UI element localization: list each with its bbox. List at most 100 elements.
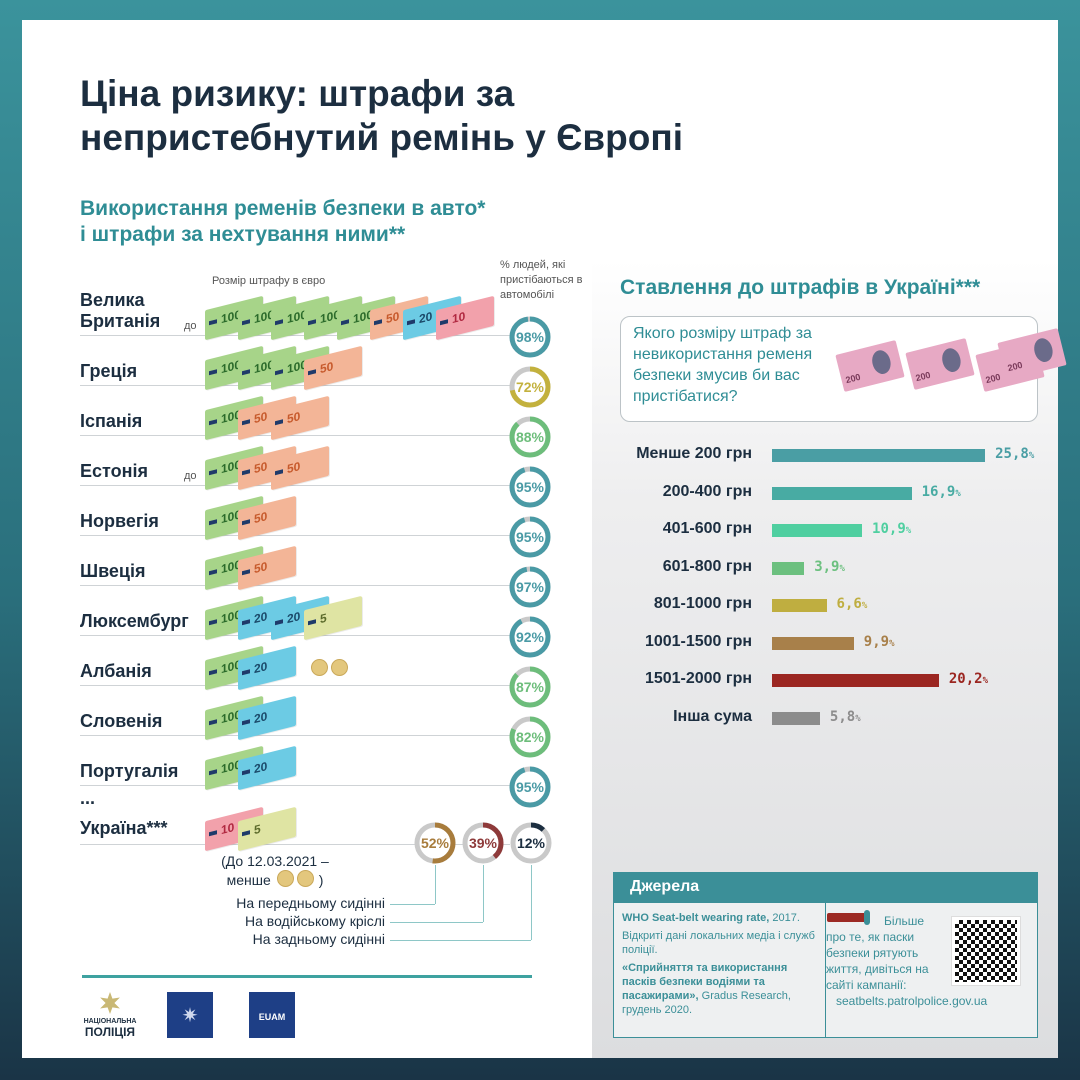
bar-value: 6,6% — [836, 596, 868, 612]
bar-value-text: 16,9 — [921, 483, 956, 500]
row-line — [80, 485, 510, 486]
qr-code[interactable] — [951, 916, 1021, 986]
row-line — [80, 435, 510, 436]
country-name: Іспанія — [80, 411, 143, 431]
row-line — [80, 385, 510, 386]
upto-label: до — [184, 320, 197, 332]
fine-header: Розмір штрафу в євро — [212, 275, 326, 287]
pct-label: 95% — [515, 779, 545, 795]
bar — [772, 674, 939, 687]
donut-ring — [509, 616, 551, 658]
country-name: Естонія — [80, 461, 148, 481]
euro-coin-icon — [297, 870, 314, 887]
leader-line — [531, 865, 532, 940]
source-item: Відкриті дані локальних медіа і служб по… — [622, 929, 819, 957]
star-icon: ✷ — [181, 1004, 199, 1027]
bar-value-text: 5,8 — [829, 708, 856, 725]
pct-donut: 39% — [461, 821, 505, 865]
country-name: Люксембург — [80, 611, 189, 631]
pct-label: 97% — [515, 579, 545, 595]
source-item: WHO Seat-belt wearing rate, 2017. — [622, 911, 819, 925]
euro-coin-icon — [277, 870, 294, 887]
ukraine-note: (До 12.03.2021 – менше ) — [210, 852, 340, 890]
row-line — [80, 585, 510, 586]
subtitle-line2: і штрафи за нехтування ними** — [80, 223, 406, 246]
pct-donut: 72% — [508, 365, 552, 409]
pct-donut: 87% — [508, 665, 552, 709]
donut-ring — [414, 822, 456, 864]
leader-line — [483, 865, 484, 922]
sources-list: WHO Seat-belt wearing rate, 2017. Відкрит… — [614, 903, 826, 1037]
pct-header: % людей, які пристібаються в автомобілі — [500, 259, 583, 301]
pct-donut: 92% — [508, 615, 552, 659]
bar-value-text: 6,6 — [836, 596, 862, 612]
left-subtitle: Використання ременів безпеки в авто* і ш… — [80, 196, 485, 248]
bar — [772, 636, 854, 650]
bar-value: 25,8% — [995, 446, 1035, 462]
country-name: Албанія — [80, 661, 152, 681]
row-line — [80, 635, 510, 636]
donut-ring — [509, 466, 551, 508]
row-line — [80, 844, 510, 845]
campaign-link[interactable]: seatbelts.patrolpolice.gov.ua — [836, 994, 988, 1008]
pct-label: 82% — [515, 729, 545, 745]
pct-donut: 82% — [508, 715, 552, 759]
bar-value: 3,9% — [814, 558, 845, 575]
country-name: Україна*** — [80, 818, 168, 838]
source-detail: Gradus Research, грудень 2020. — [622, 990, 791, 1016]
seat-label: На передньому сидінні — [236, 895, 385, 911]
country-name: Словенія — [80, 711, 163, 731]
source-item: «Сприйняття та використання пасків безпе… — [622, 961, 819, 1017]
logo-euam: EUAM — [249, 992, 295, 1038]
donut-ring — [509, 316, 551, 358]
bar — [772, 599, 827, 612]
seatbelt-icon — [827, 910, 870, 925]
country-name: Велика Британія — [80, 290, 161, 331]
bar-value-text: 20,2 — [948, 671, 983, 687]
pct-donut: 95% — [508, 465, 552, 509]
logo-text: НАЦІОНАЛЬНА — [83, 1018, 137, 1025]
survey-question: Якого розміру штраф за невикористання ре… — [633, 325, 813, 405]
leader-line — [390, 940, 531, 941]
source-title: WHO Seat-belt wearing rate, — [622, 912, 770, 924]
row-line — [80, 535, 510, 536]
sources-header: Джерела — [614, 873, 1037, 903]
bar — [772, 449, 986, 462]
seat-label: На задньому сидінні — [252, 931, 385, 947]
donut-ring — [509, 666, 551, 708]
question-box: Якого розміру штраф за невикористання ре… — [620, 316, 1067, 422]
pct-donut: 88% — [508, 415, 552, 459]
logo-text: ПОЛІЦІЯ — [84, 1025, 136, 1039]
donut-ring — [510, 822, 552, 864]
banknote-value: 200 — [914, 369, 932, 384]
subtitle-line1: Використання ременів безпеки в авто* — [80, 197, 486, 220]
source-detail: 2017. — [769, 912, 800, 924]
pct-label: 95% — [515, 479, 545, 495]
pct-label: 95% — [515, 529, 545, 545]
donut-ring — [462, 822, 504, 864]
bar-value: 9,9% — [863, 633, 895, 650]
pct-donut: 97% — [508, 565, 552, 609]
source-title: «Сприйняття та використання пасків безпе… — [622, 962, 788, 1002]
bar-value: 16,9% — [921, 483, 961, 500]
bar-label: 801-1000 грн — [653, 595, 752, 612]
bar-label: 601-800 грн — [662, 557, 752, 575]
country-name: Португалія — [80, 761, 179, 781]
pct-donut: 95% — [508, 765, 552, 809]
row-line — [80, 785, 510, 786]
bar-value-text: 3,9 — [814, 558, 840, 575]
police-star-icon — [100, 992, 120, 1014]
bar-label: 1501-2000 грн — [644, 670, 752, 687]
donut-ring — [509, 716, 551, 758]
pct-label: 98% — [515, 329, 545, 345]
pct-label: 72% — [515, 379, 545, 395]
donut-ring — [509, 516, 551, 558]
row-line — [80, 685, 510, 686]
note-line: менше — [226, 872, 271, 888]
bar-value: 20,2% — [948, 671, 988, 687]
source-detail: Відкриті дані локальних медіа і служб по… — [622, 930, 815, 956]
hryvnia-note-icon: 200 — [835, 340, 905, 392]
euro-coin-icon — [311, 659, 328, 676]
pct-label: 88% — [515, 429, 545, 445]
pct-label: 39% — [468, 835, 498, 851]
